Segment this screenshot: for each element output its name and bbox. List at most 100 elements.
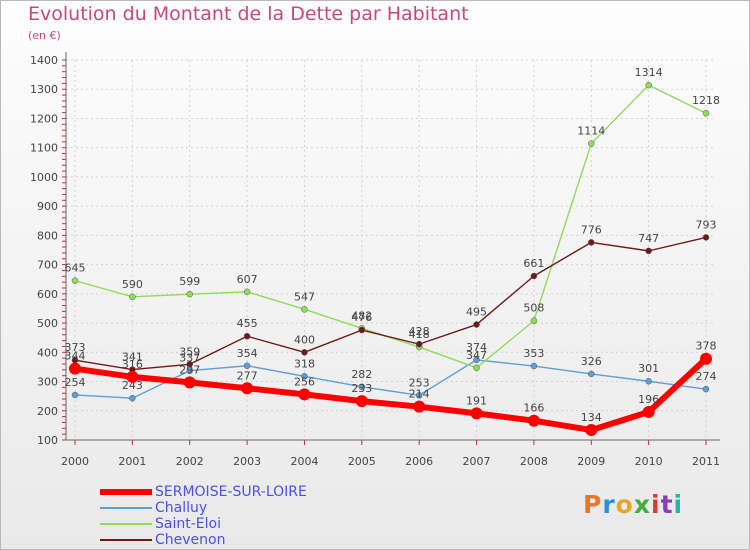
data-label: 326 bbox=[581, 355, 602, 368]
data-point bbox=[473, 364, 480, 372]
legend-swatch bbox=[100, 489, 152, 495]
y-tick-label: 800 bbox=[37, 229, 58, 242]
y-tick-label: 600 bbox=[37, 288, 58, 301]
data-point bbox=[700, 352, 712, 365]
data-point bbox=[530, 317, 538, 324]
data-point bbox=[645, 81, 652, 89]
data-label: 191 bbox=[466, 394, 487, 407]
data-point bbox=[415, 392, 423, 399]
data-label: 373 bbox=[65, 341, 86, 354]
data-point bbox=[129, 293, 136, 301]
data-label: 374 bbox=[466, 341, 487, 354]
series-line-challuy bbox=[74, 359, 707, 399]
y-tick-label: 1100 bbox=[30, 142, 58, 155]
data-point bbox=[473, 356, 480, 364]
data-point bbox=[243, 288, 251, 296]
data-point bbox=[642, 405, 655, 418]
data-point bbox=[588, 370, 595, 378]
logo-letter: i bbox=[651, 490, 661, 519]
data-label: 508 bbox=[523, 302, 544, 315]
data-point bbox=[69, 362, 81, 375]
logo-letter: t bbox=[660, 490, 674, 519]
data-label: 243 bbox=[122, 379, 143, 392]
y-tick-label: 1400 bbox=[30, 54, 58, 67]
data-label: 747 bbox=[638, 232, 659, 245]
legend-swatch bbox=[100, 539, 152, 541]
data-label: 318 bbox=[294, 357, 315, 370]
data-label: 482 bbox=[351, 309, 372, 322]
data-point bbox=[186, 367, 193, 374]
x-tick-label: 2010 bbox=[635, 455, 663, 468]
legend-swatch bbox=[100, 523, 152, 525]
series-line-saint-eloi bbox=[74, 84, 707, 369]
data-point bbox=[71, 277, 79, 284]
series-line-sermoise-sur-loire bbox=[74, 356, 709, 434]
x-tick-label: 2004 bbox=[290, 455, 318, 468]
data-point bbox=[243, 362, 251, 370]
y-tick-label: 400 bbox=[37, 346, 58, 359]
data-label: 233 bbox=[351, 382, 372, 395]
proxiti-logo: Proxiti bbox=[583, 490, 683, 519]
x-tick-label: 2002 bbox=[176, 455, 204, 468]
data-point bbox=[183, 376, 196, 389]
data-point bbox=[702, 109, 710, 117]
data-label: 316 bbox=[122, 358, 143, 371]
data-point bbox=[530, 362, 538, 370]
data-label: 166 bbox=[523, 402, 544, 415]
legend-label: Challuy bbox=[155, 500, 208, 516]
data-label: 793 bbox=[696, 218, 717, 231]
data-label: 353 bbox=[523, 347, 544, 360]
data-point bbox=[588, 239, 595, 246]
data-point bbox=[588, 140, 595, 147]
y-tick-label: 1300 bbox=[30, 83, 58, 96]
logo-letter: P bbox=[583, 490, 603, 519]
data-point bbox=[358, 326, 366, 334]
y-tick-label: 1200 bbox=[30, 112, 58, 125]
data-point bbox=[355, 395, 368, 408]
data-point bbox=[301, 373, 308, 380]
data-label: 341 bbox=[122, 351, 143, 364]
data-point bbox=[243, 332, 251, 340]
x-tick-label: 2008 bbox=[520, 455, 548, 468]
data-label: 277 bbox=[237, 369, 258, 382]
data-point bbox=[702, 234, 710, 241]
data-label: 455 bbox=[237, 317, 258, 330]
data-label: 274 bbox=[696, 370, 717, 383]
data-point bbox=[585, 424, 598, 437]
data-point bbox=[358, 383, 366, 391]
legend-swatch bbox=[100, 507, 152, 509]
logo-letter: i bbox=[673, 490, 684, 519]
x-tick-label: 2011 bbox=[692, 455, 720, 468]
data-point bbox=[645, 377, 652, 385]
data-label: 418 bbox=[409, 328, 430, 341]
y-tick-label: 100 bbox=[37, 434, 58, 447]
series-line-chevenon bbox=[74, 236, 707, 371]
data-label: 344 bbox=[65, 350, 86, 363]
y-tick-label: 200 bbox=[37, 405, 58, 418]
data-point bbox=[129, 394, 136, 402]
data-point bbox=[298, 388, 311, 401]
data-label: 661 bbox=[523, 257, 544, 270]
data-label: 359 bbox=[179, 345, 200, 358]
data-label: 354 bbox=[237, 347, 258, 360]
data-label: 297 bbox=[179, 363, 200, 376]
y-tick-label: 500 bbox=[37, 317, 58, 330]
data-label: 599 bbox=[179, 275, 200, 288]
y-tick-label: 300 bbox=[37, 376, 58, 389]
data-point bbox=[186, 290, 193, 298]
data-label: 776 bbox=[581, 223, 602, 236]
data-label: 378 bbox=[696, 340, 717, 353]
data-label: 645 bbox=[65, 262, 86, 275]
data-point bbox=[241, 382, 254, 395]
x-tick-label: 2001 bbox=[118, 455, 146, 468]
data-point bbox=[415, 340, 423, 348]
data-label: 214 bbox=[409, 388, 430, 401]
data-label: 428 bbox=[409, 325, 430, 338]
legend-label: Chevenon bbox=[155, 532, 226, 548]
data-label: 256 bbox=[294, 375, 315, 388]
data-point bbox=[186, 361, 193, 368]
x-tick-label: 2005 bbox=[348, 455, 376, 468]
x-tick-label: 2007 bbox=[463, 455, 491, 468]
